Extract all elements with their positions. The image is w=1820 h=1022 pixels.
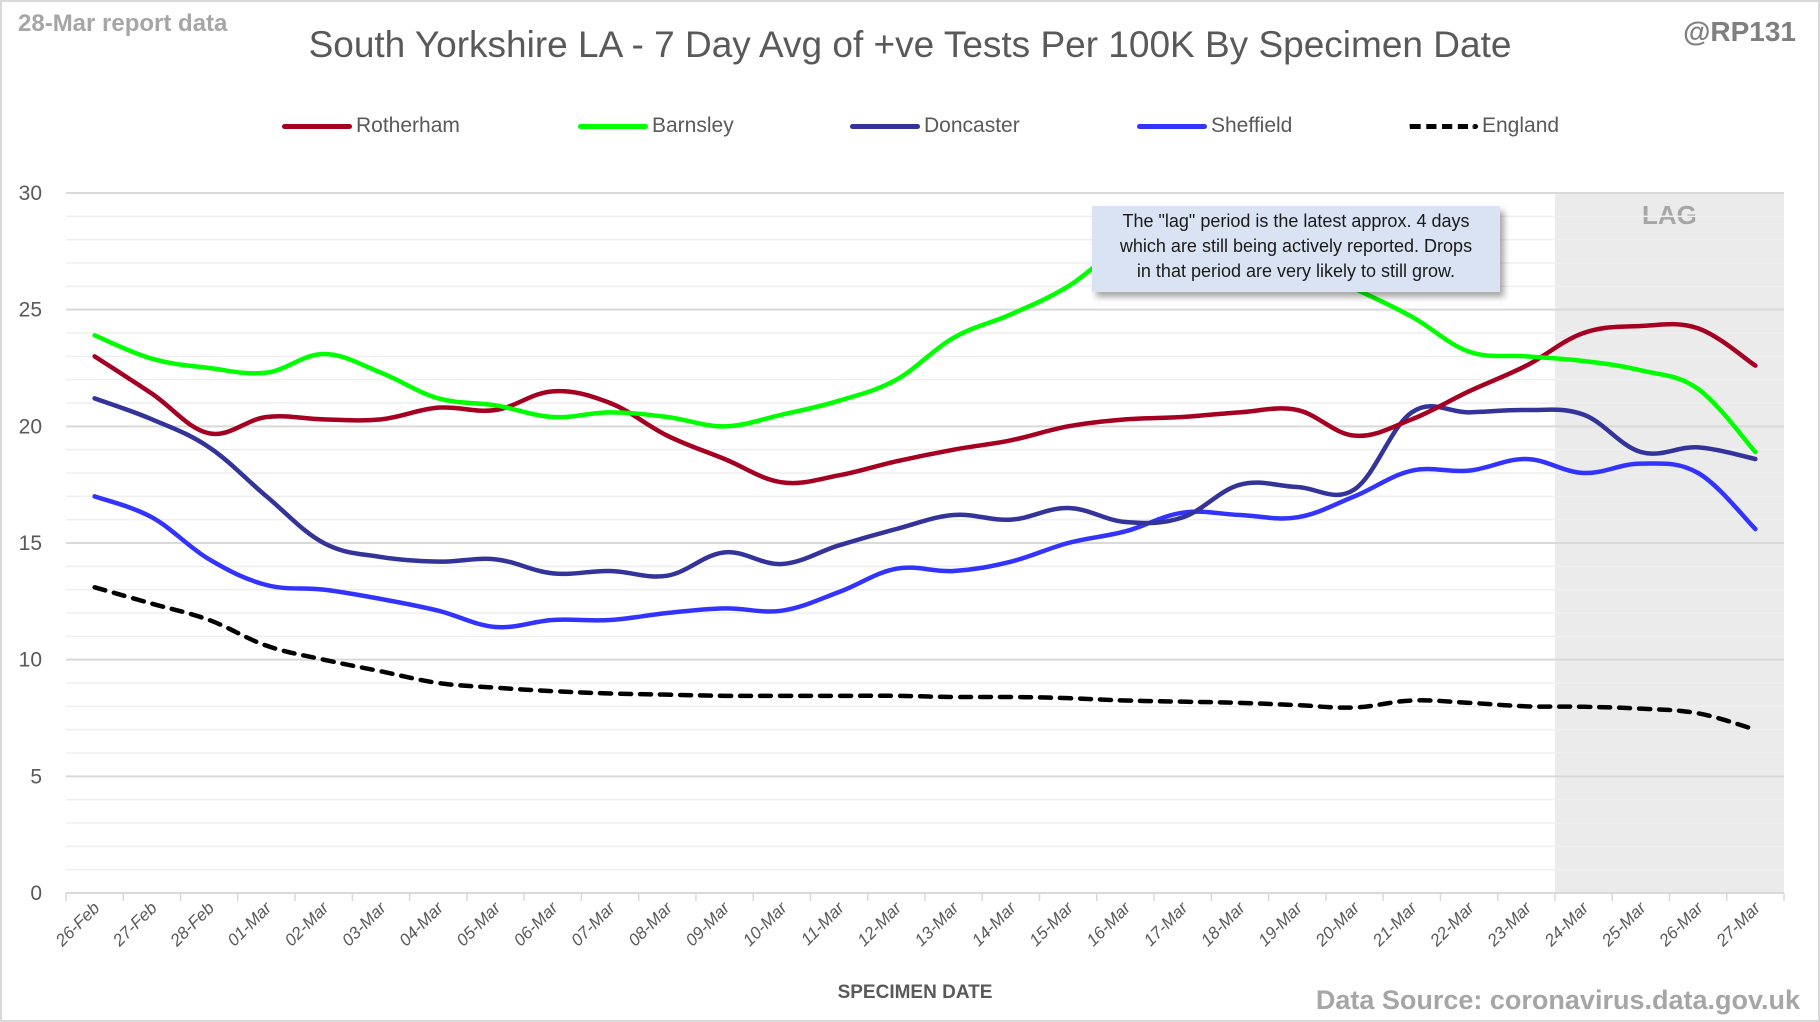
x-tick-label: 07-Mar <box>567 897 619 949</box>
x-tick-label: 15-Mar <box>1025 897 1077 949</box>
legend-swatch-england <box>1408 123 1478 129</box>
x-tick-label: 11-Mar <box>797 897 849 949</box>
annotation-line-3: in that period are very likely to still … <box>1136 261 1456 281</box>
series-line-england <box>92 585 1758 732</box>
annotation-line-2: which are still being actively reported.… <box>1119 236 1473 256</box>
legend-swatch-rotherham <box>282 123 352 129</box>
x-tick-label: 06-Mar <box>510 897 562 949</box>
y-tick-label: 0 <box>30 882 42 905</box>
x-tick-label: 13-Mar <box>911 897 963 949</box>
legend-label-england: England <box>1482 114 1560 137</box>
x-tick-label: 26-Feb <box>51 898 103 950</box>
legend-item-england: England <box>1408 114 1559 138</box>
legend-swatch-doncaster <box>850 123 920 129</box>
x-tick-label: 26-Mar <box>1655 897 1708 950</box>
x-tick-label: 02-Mar <box>281 897 333 949</box>
x-tick-label: 08-Mar <box>625 897 677 949</box>
legend-label-rotherham: Rotherham <box>356 114 460 137</box>
legend-item-rotherham: Rotherham <box>282 114 460 138</box>
x-tick-label: 01-Mar <box>224 897 276 949</box>
y-tick-label: 15 <box>19 532 42 555</box>
legend-swatch-barnsley <box>578 123 648 129</box>
author-handle: @RP131 <box>1683 16 1796 47</box>
x-tick-label: 20-Mar <box>1311 897 1364 950</box>
legend-label-sheffield: Sheffield <box>1211 114 1293 137</box>
legend-swatch-sheffield <box>1137 123 1207 129</box>
legend-item-doncaster: Doncaster <box>850 114 1020 138</box>
y-tick-label: 20 <box>19 415 42 438</box>
x-tick-label: 25-Mar <box>1597 897 1650 950</box>
data-source-label: Data Source: coronavirus.data.gov.uk <box>1315 985 1800 1015</box>
x-axis-title: SPECIMEN DATE <box>837 982 993 1003</box>
y-tick-label: 5 <box>30 765 42 788</box>
y-tick-label: 30 <box>19 182 42 205</box>
series-line-barnsley <box>92 223 1758 455</box>
lag-annotation-box: The "lag" period is the latest approx. 4… <box>1092 206 1500 292</box>
x-tick-label: 17-Mar <box>1140 897 1192 949</box>
x-tick-label: 23-Mar <box>1483 897 1536 950</box>
legend-item-barnsley: Barnsley <box>578 114 734 138</box>
x-tick-label: 27-Feb <box>108 898 160 950</box>
x-tick-label: 09-Mar <box>682 897 734 949</box>
x-tick-label: 18-Mar <box>1197 897 1249 949</box>
x-tick-label: 12-Mar <box>854 897 906 949</box>
x-tick-label: 14-Mar <box>968 897 1020 949</box>
x-tick-label: 03-Mar <box>338 897 390 949</box>
legend-label-barnsley: Barnsley <box>652 114 734 137</box>
series-line-sheffield <box>92 456 1758 630</box>
series-line-doncaster <box>92 396 1758 579</box>
x-tick-label: 21-Mar <box>1368 897 1421 950</box>
series-line-rotherham <box>92 321 1758 486</box>
y-tick-label: 25 <box>19 299 42 322</box>
chart-title: South Yorkshire LA - 7 Day Avg of +ve Te… <box>308 24 1512 65</box>
annotation-line-1: The "lag" period is the latest approx. 4… <box>1122 211 1470 231</box>
legend-label-doncaster: Doncaster <box>924 114 1020 137</box>
y-tick-label: 10 <box>19 649 42 672</box>
legend: Rotherham Barnsley Doncaster Sheffield E… <box>0 114 1820 144</box>
report-date-label: 28-Mar report data <box>18 10 228 37</box>
lag-label: LAG <box>1642 200 1697 230</box>
x-tick-label: 16-Mar <box>1083 897 1135 949</box>
x-tick-label: 22-Mar <box>1426 897 1479 950</box>
legend-item-sheffield: Sheffield <box>1137 114 1292 138</box>
x-tick-label: 27-Mar <box>1712 897 1765 950</box>
x-tick-label: 10-Mar <box>739 897 791 949</box>
x-tick-label: 05-Mar <box>453 897 505 949</box>
x-tick-label: 04-Mar <box>396 897 448 949</box>
x-tick-label: 28-Feb <box>166 898 218 950</box>
x-tick-label: 19-Mar <box>1255 897 1307 949</box>
x-tick-label: 24-Mar <box>1540 897 1593 950</box>
